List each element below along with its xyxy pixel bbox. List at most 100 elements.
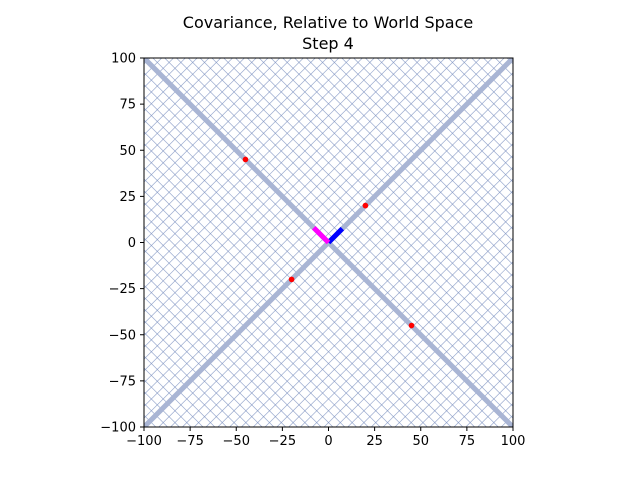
mesh-line (394, 308, 513, 427)
mesh-line (144, 355, 216, 427)
mesh-line (258, 58, 513, 313)
data-point (408, 322, 415, 329)
data-points (242, 156, 415, 329)
mesh-line (144, 84, 487, 427)
mesh-line (199, 58, 513, 372)
mesh-line (144, 226, 346, 427)
mesh-line (370, 285, 513, 427)
mesh-line (144, 190, 381, 427)
x-axis: −100 −75 −50 −25 0 25 50 75 100 (126, 427, 525, 449)
x-tick-label: 25 (366, 434, 383, 449)
mesh-line (144, 119, 452, 427)
mesh-line (364, 58, 513, 206)
mesh-line (235, 58, 513, 336)
x-tick-label: −100 (126, 434, 162, 449)
mesh-line (347, 261, 513, 427)
mesh-line (144, 58, 328, 242)
mesh-line (418, 332, 513, 427)
data-point (362, 202, 369, 209)
y-tick-label: −100 (100, 421, 136, 436)
mesh-line (435, 58, 513, 135)
y-tick-label: 50 (119, 144, 136, 159)
mesh-line (144, 261, 310, 427)
mesh-line (317, 58, 513, 254)
mesh-line (144, 143, 428, 427)
grid-mesh (144, 58, 513, 427)
mesh-line (353, 58, 513, 218)
mesh-line (406, 320, 513, 427)
mesh-line (412, 58, 513, 159)
chart-title: Covariance, Relative to World Space (183, 13, 473, 32)
mesh-line (144, 273, 298, 427)
eigenvector-line (311, 225, 331, 245)
mesh-line (144, 155, 417, 427)
mesh-line (329, 58, 513, 242)
mesh-line (164, 58, 513, 407)
mesh-line (223, 58, 513, 348)
mesh-line (144, 332, 239, 427)
mesh-line (211, 58, 513, 360)
mesh-line (246, 58, 513, 324)
mesh-line (376, 58, 513, 195)
y-tick-label: 0 (128, 236, 136, 251)
mesh-line (144, 58, 293, 206)
mesh-line (144, 237, 334, 427)
mesh-line (144, 214, 358, 427)
eigenvector-line (326, 226, 345, 245)
mesh-line (144, 58, 234, 147)
mesh-line (144, 96, 476, 427)
mesh-line (144, 178, 393, 427)
y-tick-label: −50 (109, 328, 136, 343)
data-point (242, 156, 249, 163)
eigenvectors (311, 225, 345, 245)
y-tick-label: 25 (119, 190, 136, 205)
x-tick-label: 0 (324, 434, 332, 449)
mesh-line (144, 296, 275, 427)
mesh-line (144, 58, 222, 135)
mesh-line (144, 58, 281, 195)
mesh-line (144, 285, 287, 427)
x-tick-label: −50 (223, 434, 250, 449)
mesh-line (144, 320, 251, 427)
mesh-line (341, 58, 513, 230)
mesh-line (447, 58, 513, 124)
mesh-line (270, 58, 513, 301)
data-point (288, 276, 295, 283)
y-tick-label: −75 (109, 374, 136, 389)
mesh-line (144, 72, 499, 427)
chart-subtitle: Step 4 (302, 34, 354, 53)
mesh-line (294, 58, 513, 277)
mesh-line (144, 344, 228, 427)
x-tick-label: −75 (176, 434, 203, 449)
mesh-line (144, 58, 304, 218)
mesh-line (282, 58, 513, 289)
mesh-line (144, 131, 440, 427)
mesh-line (335, 249, 513, 427)
mesh-line (359, 273, 513, 427)
x-tick-label: 100 (501, 434, 526, 449)
y-tick-label: 100 (111, 52, 136, 67)
x-tick-label: 75 (459, 434, 476, 449)
y-tick-label: 75 (119, 98, 136, 113)
mesh-line (144, 308, 263, 427)
mesh-line (400, 58, 513, 171)
mesh-line (144, 58, 210, 124)
y-tick-label: −25 (109, 282, 136, 297)
mesh-line (429, 344, 513, 427)
mesh-line (382, 296, 513, 427)
x-tick-label: −25 (269, 434, 296, 449)
mesh-line (423, 58, 513, 147)
mesh-line (144, 58, 316, 230)
mesh-line (144, 58, 245, 159)
mesh-line (441, 355, 513, 427)
x-tick-label: 50 (412, 434, 429, 449)
y-axis: −100 −75 −50 −25 0 25 50 75 100 (100, 52, 144, 436)
mesh-line (305, 58, 513, 265)
mesh-line (144, 58, 257, 171)
mesh-line (152, 58, 513, 419)
mesh-line (144, 249, 322, 427)
mesh-line (187, 58, 513, 383)
mesh-line (144, 107, 464, 427)
mesh-line (175, 58, 513, 395)
